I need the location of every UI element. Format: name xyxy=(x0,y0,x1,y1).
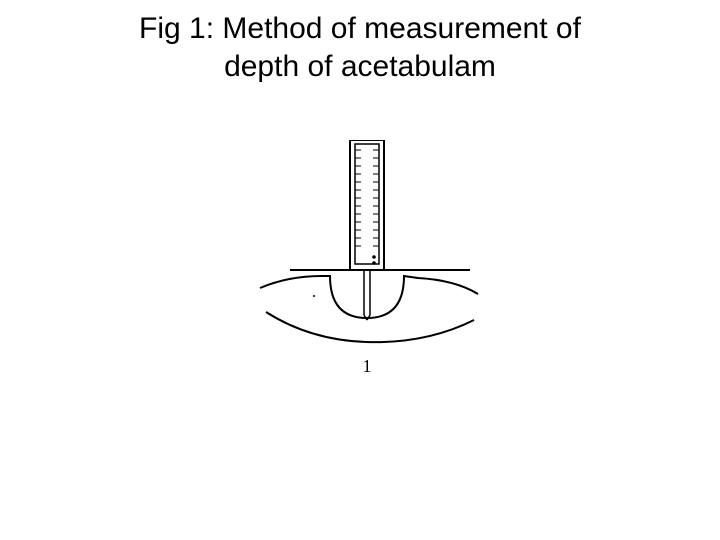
figure-number: 1 xyxy=(363,356,372,376)
dot-artifact xyxy=(313,295,315,297)
figure-title: Fig 1: Method of measurement of depth of… xyxy=(0,0,720,85)
measurement-diagram: 1 xyxy=(230,140,490,420)
title-line-1: Fig 1: Method of measurement of xyxy=(139,12,581,45)
diagram-svg: 1 xyxy=(230,140,490,420)
acetabulum-bone xyxy=(260,276,478,342)
caliper-gauge xyxy=(350,140,384,320)
title-line-2: depth of acetabulam xyxy=(224,50,496,83)
